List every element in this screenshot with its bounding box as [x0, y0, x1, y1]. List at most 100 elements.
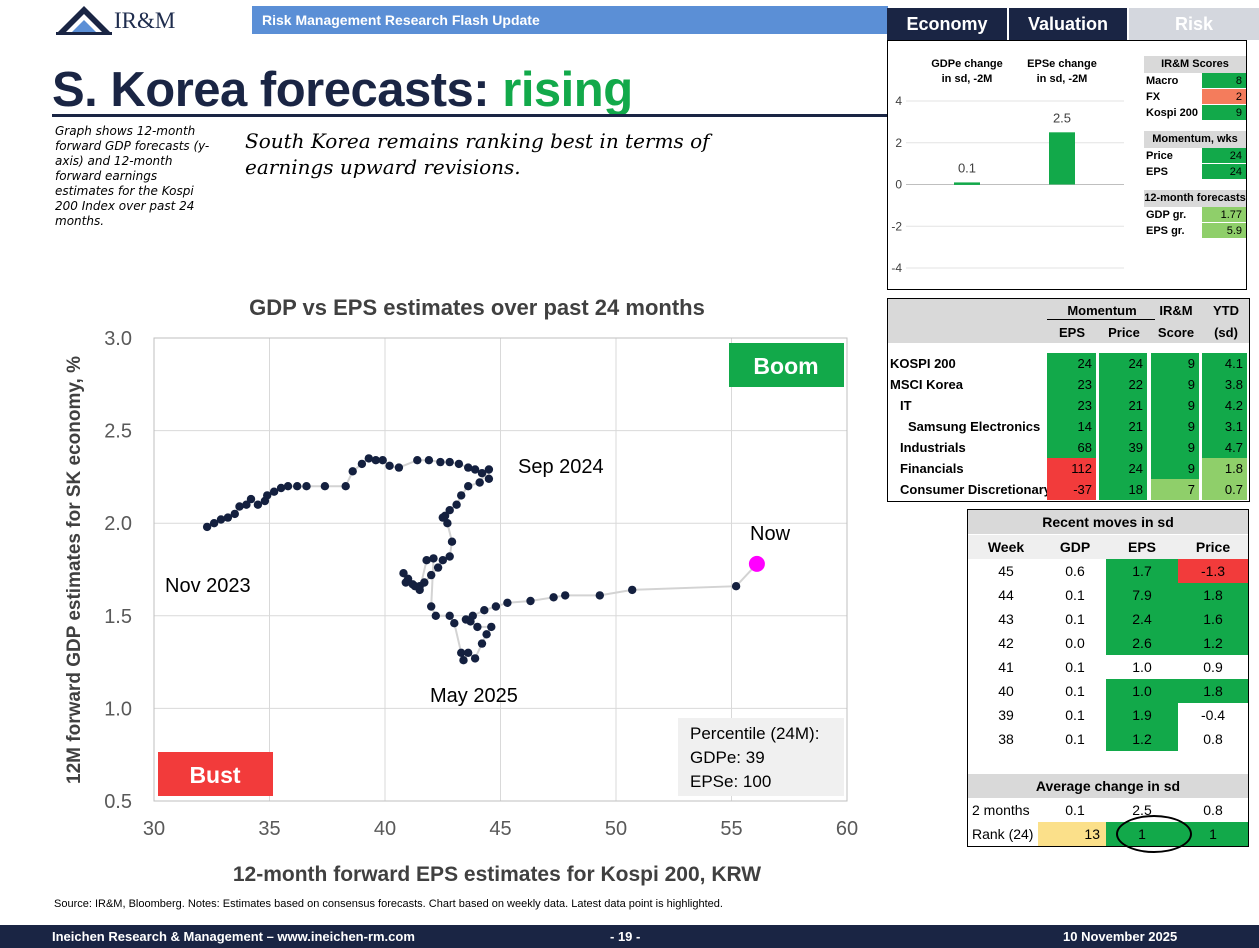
title-divider: [52, 114, 888, 117]
gdp-cell: 0.1: [1065, 659, 1085, 675]
table-row: 41 0.1 1.0 0.9: [968, 655, 1248, 679]
y-tick-label: 1.0: [104, 698, 132, 720]
table-row: 42 0.0 2.6 1.2: [968, 631, 1248, 655]
irm-scores: IR&M Scores Macro 8 FX 2 Kospi 200 9 Moment…: [1144, 56, 1246, 239]
data-point: [235, 502, 244, 511]
plot-frame: [153, 337, 848, 802]
chart-note: Graph shows 12-month forward GDP forecas…: [55, 124, 210, 228]
week-cell: 45: [998, 563, 1014, 579]
annotation-now: Now: [750, 523, 791, 545]
x-tick-label: 55: [720, 818, 742, 840]
data-point: [209, 519, 219, 528]
data-point: [475, 478, 484, 487]
y-tick-label: 1.5: [104, 606, 132, 628]
col-irm: IR&M: [1159, 303, 1193, 318]
data-point: [452, 500, 461, 509]
row-name: IT: [900, 398, 912, 413]
data-point: [202, 522, 212, 532]
gdp-cell: 0.0: [1065, 635, 1085, 651]
data-point: [348, 467, 357, 476]
data-point: [445, 457, 454, 467]
avg-label: Rank (24): [972, 826, 1034, 842]
table-row: 2 months 0.1 2.5 0.8: [968, 798, 1248, 822]
sector-table: Momentum EPS Price IR&M Score YTD (sd) K…: [887, 298, 1250, 502]
week-cell: 42: [998, 635, 1014, 651]
ytd-cell: 4.7: [1202, 437, 1247, 458]
bar-value-label: 0.1: [958, 160, 976, 175]
data-point: [427, 570, 436, 580]
col-week: Week: [987, 539, 1025, 555]
data-point: [394, 463, 404, 472]
table-row: Rank (24) 13 1 1: [968, 822, 1248, 846]
y-tick-label: 2.0: [104, 513, 132, 535]
bar-y-tick-label: -4: [891, 261, 902, 275]
data-point: [468, 611, 477, 620]
eps-cell: 1.7: [1106, 559, 1178, 583]
col-gdp: GDP: [1059, 539, 1091, 555]
col-score: Score: [1157, 325, 1195, 340]
data-point: [477, 469, 487, 478]
data-point: [487, 622, 496, 632]
bar-y-tick-label: 0: [895, 178, 902, 192]
momentum-header: Momentum, wks: [1144, 131, 1246, 148]
data-point: [371, 456, 380, 465]
data-point: [403, 574, 413, 583]
tab-economy[interactable]: Economy: [887, 8, 1007, 40]
bar-category-gdpe-l1: GDPe change: [931, 58, 1003, 70]
tab-risk[interactable]: Risk: [1129, 8, 1259, 40]
price-cell: 24: [1099, 353, 1147, 374]
footer: Ineichen Research & Management – www.ine…: [0, 925, 1259, 948]
tab-valuation[interactable]: Valuation: [1009, 8, 1127, 40]
table-row: 43 0.1 2.4 1.6: [968, 607, 1248, 631]
gdp-cell: 0.1: [1065, 683, 1085, 699]
gdp-cell: 0.1: [1065, 611, 1085, 627]
x-tick-label: 30: [143, 818, 165, 840]
x-tick-label: 40: [374, 818, 396, 840]
eps-cell: 23: [1047, 395, 1096, 416]
data-point: [429, 554, 438, 563]
data-point: [433, 563, 443, 572]
data-point: [415, 585, 424, 595]
week-cell: 40: [998, 683, 1014, 699]
data-point: [473, 622, 482, 632]
table-row: 38 0.1 1.2 0.8: [968, 727, 1248, 751]
data-point: [246, 494, 256, 504]
data-point: [422, 556, 431, 565]
gdp-eps-scatter-chart: GDP vs EPS estimates over past 24 months…: [64, 295, 858, 886]
row-name: MSCI Korea: [890, 377, 963, 392]
price-cell: -0.4: [1200, 707, 1226, 723]
data-point: [443, 519, 452, 528]
momentum-value: 24: [1202, 164, 1246, 179]
data-point: [445, 611, 454, 620]
ytd-cell: 4.2: [1202, 395, 1247, 416]
table-row: IT 23 21 9 4.2: [888, 395, 1249, 416]
bar-value-label: 2.5: [1053, 110, 1071, 125]
data-point: [276, 483, 286, 493]
eps-cell: -37: [1047, 479, 1096, 500]
data-point: [549, 593, 558, 602]
data-point: [385, 461, 394, 470]
sector-table-header: [888, 299, 1249, 343]
data-point: [526, 596, 535, 606]
eps-cell: 2.5: [1132, 802, 1152, 818]
y-axis-label: 12M forward GDP estimates for SK economy…: [64, 356, 85, 784]
ytd-cell: 3.1: [1202, 416, 1247, 437]
col-ytd: YTD: [1213, 303, 1239, 318]
avg-label: 2 months: [972, 802, 1030, 818]
data-point: [464, 648, 473, 657]
price-cell: 0.9: [1203, 659, 1223, 675]
data-point: [438, 556, 447, 565]
price-cell: 22: [1099, 374, 1147, 395]
momentum-rule: [1047, 319, 1155, 320]
score-value: 9: [1202, 105, 1246, 120]
score-label: Macro: [1146, 75, 1179, 87]
ytd-cell: 0.7: [1202, 479, 1247, 500]
x-tick-label: 60: [836, 818, 858, 840]
row-name: Consumer Discretionary: [900, 482, 1051, 497]
data-point: [378, 456, 387, 465]
page-number: - 19 -: [610, 929, 641, 944]
data-point: [357, 459, 367, 469]
eps-cell: 1.0: [1132, 659, 1152, 675]
irm-logo: [56, 6, 112, 35]
col-momentum: Momentum: [1067, 303, 1137, 318]
